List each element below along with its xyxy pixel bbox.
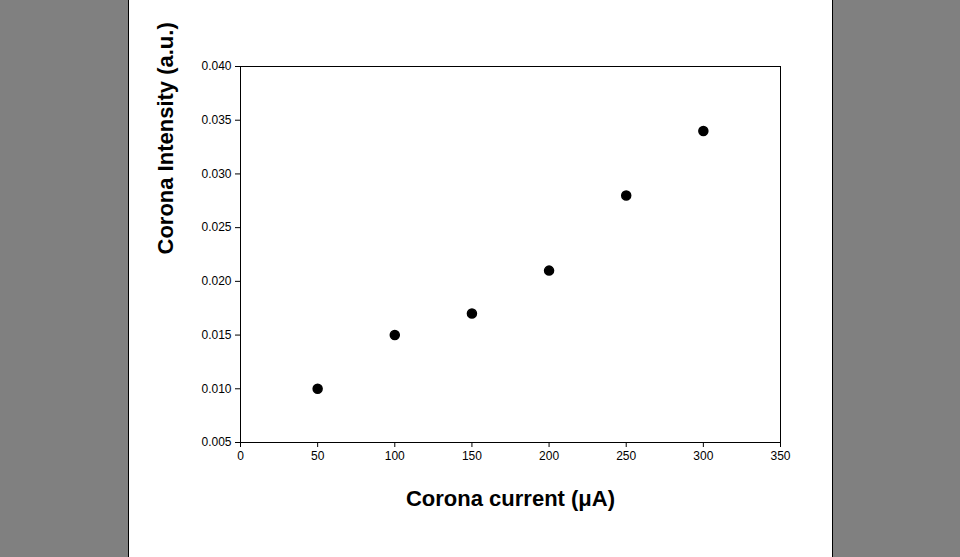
svg-text:0.015: 0.015 <box>201 328 231 342</box>
svg-text:0.030: 0.030 <box>201 167 231 181</box>
svg-text:350: 350 <box>770 449 790 463</box>
svg-text:0: 0 <box>237 449 244 463</box>
svg-text:50: 50 <box>311 449 325 463</box>
svg-text:0.040: 0.040 <box>201 59 231 73</box>
svg-text:100: 100 <box>385 449 405 463</box>
svg-text:200: 200 <box>539 449 559 463</box>
svg-text:0.025: 0.025 <box>201 220 231 234</box>
svg-text:150: 150 <box>462 449 482 463</box>
svg-text:300: 300 <box>693 449 713 463</box>
svg-text:0.010: 0.010 <box>201 382 231 396</box>
svg-text:Corona Intensity (a.u.): Corona Intensity (a.u.) <box>153 22 178 254</box>
svg-text:0.005: 0.005 <box>201 435 231 449</box>
svg-text:0.020: 0.020 <box>201 274 231 288</box>
svg-text:250: 250 <box>616 449 636 463</box>
svg-text:Corona current (μA): Corona current (μA) <box>406 486 615 511</box>
svg-text:0.035: 0.035 <box>201 113 231 127</box>
